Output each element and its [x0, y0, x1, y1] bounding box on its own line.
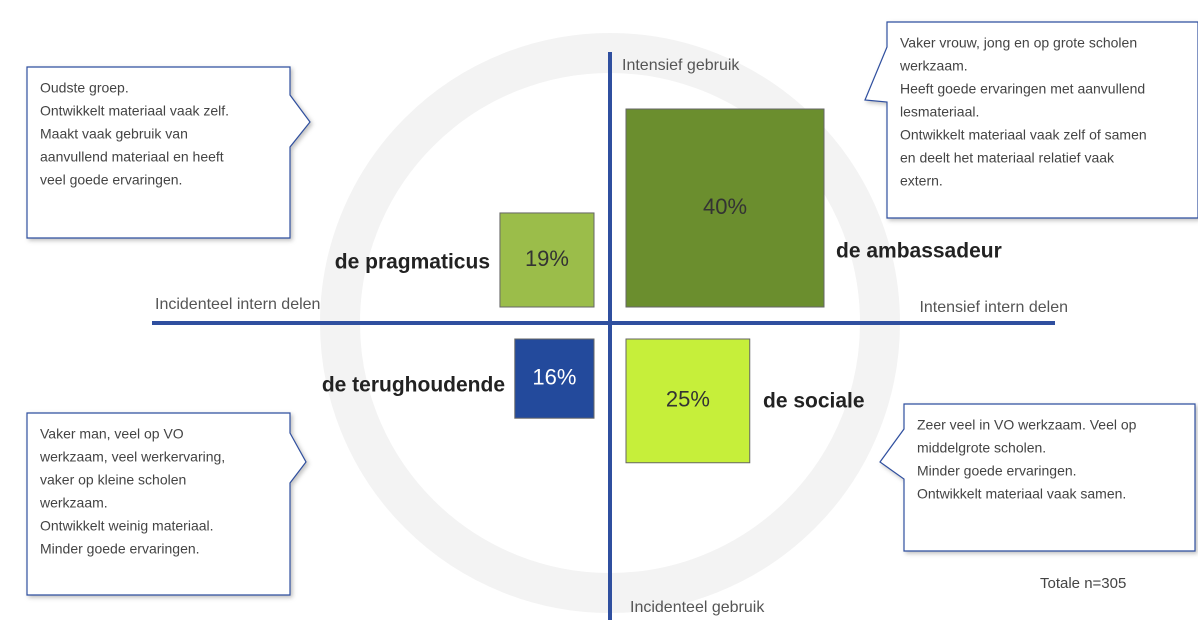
axis-bottom-label: Incidenteel gebruik — [630, 599, 765, 616]
axis-top-label: Intensief gebruik — [622, 57, 740, 74]
callout-text: Maakt vaak gebruik van — [40, 126, 188, 142]
callout-box — [864, 21, 1198, 219]
callout-text: werkzaam, veel werkervaring, — [39, 449, 225, 465]
quadrant-name: de terughoudende — [322, 374, 505, 397]
axis-left-label: Incidenteel intern delen — [155, 296, 320, 313]
callout-text: Ontwikkelt weinig materiaal. — [40, 518, 214, 534]
callout-text: werkzaam. — [899, 58, 968, 74]
quadrant-square — [625, 108, 825, 308]
quadrant-square — [625, 338, 751, 464]
callout-text: Ontwikkelt materiaal vaak zelf. — [40, 103, 229, 119]
quadrant-name: de pragmaticus — [335, 251, 490, 274]
callout-box — [26, 412, 307, 596]
axis-right-label: Intensief intern delen — [919, 299, 1068, 316]
callout-box — [879, 403, 1196, 552]
value-label: 19% — [525, 246, 569, 271]
callout-text: Ontwikkelt materiaal vaak samen. — [917, 486, 1126, 502]
callout-text: Vaker man, veel op VO — [40, 426, 184, 442]
callout-text: en deelt het materiaal relatief vaak — [900, 150, 1115, 166]
callout-text: Heeft goede ervaringen met aanvullend — [900, 81, 1145, 97]
callout-text: Ontwikkelt materiaal vaak zelf of samen — [900, 127, 1147, 143]
callout-text: Minder goede ervaringen. — [917, 463, 1077, 479]
value-label: 16% — [532, 364, 576, 389]
value-label: 25% — [666, 387, 710, 412]
quadrant-square — [499, 212, 595, 308]
quadrant-name: de sociale — [763, 390, 865, 413]
callout-text: Zeer veel in VO werkzaam. Veel op — [917, 417, 1137, 433]
callout-text: Oudste groep. — [40, 80, 129, 96]
callout-text: veel goede ervaringen. — [40, 172, 182, 188]
callout-text: vaker op kleine scholen — [40, 472, 186, 488]
callout-text: Minder goede ervaringen. — [40, 541, 200, 557]
value-label: 40% — [703, 194, 747, 219]
callout-text: werkzaam. — [39, 495, 108, 511]
quadrant-square — [514, 338, 595, 419]
callout-text: lesmateriaal. — [900, 104, 979, 120]
callout-text: Vaker vrouw, jong en op grote scholen — [900, 35, 1137, 51]
callout-text: extern. — [900, 173, 943, 189]
quadrant-name: de ambassadeur — [836, 240, 1002, 263]
footnote: Totale n=305 — [1040, 575, 1126, 592]
callout-text: middelgrote scholen. — [917, 440, 1046, 456]
callout-box — [26, 66, 311, 239]
callout-text: aanvullend materiaal en heeft — [40, 149, 224, 165]
